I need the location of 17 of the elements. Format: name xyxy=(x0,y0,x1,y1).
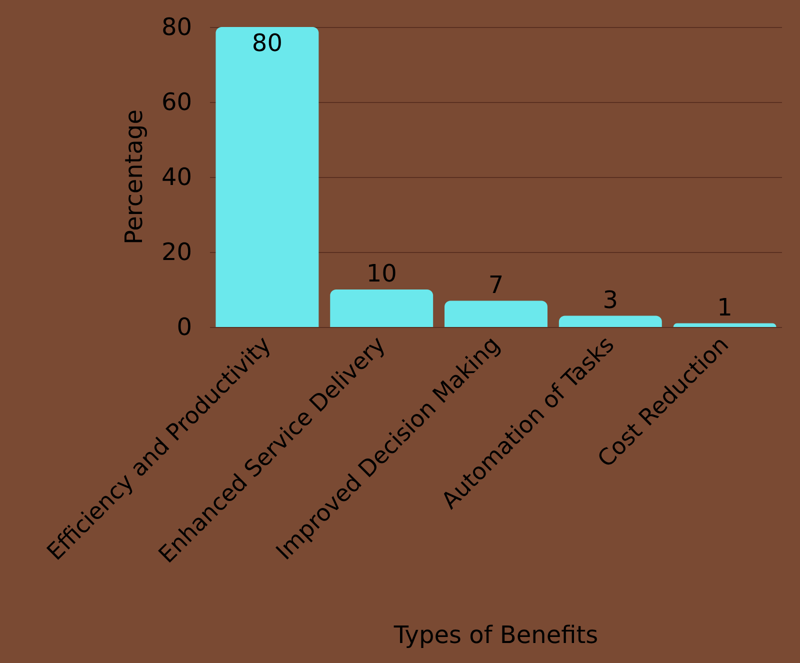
y-tick-label: 80 xyxy=(161,13,192,41)
y-tick-label: 60 xyxy=(161,88,192,116)
y-axis-title: Percentage xyxy=(120,109,148,245)
data-label: 80 xyxy=(252,29,282,57)
data-label: 10 xyxy=(366,260,397,288)
y-tick-label: 20 xyxy=(161,238,192,266)
bar xyxy=(216,27,319,327)
bar xyxy=(444,300,548,327)
data-label: 7 xyxy=(488,270,504,299)
bar xyxy=(330,290,434,327)
x-axis-title: Types of Benefits xyxy=(392,621,598,649)
y-tick-label: 40 xyxy=(161,163,192,191)
bar xyxy=(673,323,776,327)
data-label: 3 xyxy=(602,286,618,314)
bar xyxy=(558,316,662,327)
data-label: 1 xyxy=(717,293,732,322)
y-tick-label: 0 xyxy=(176,313,192,341)
